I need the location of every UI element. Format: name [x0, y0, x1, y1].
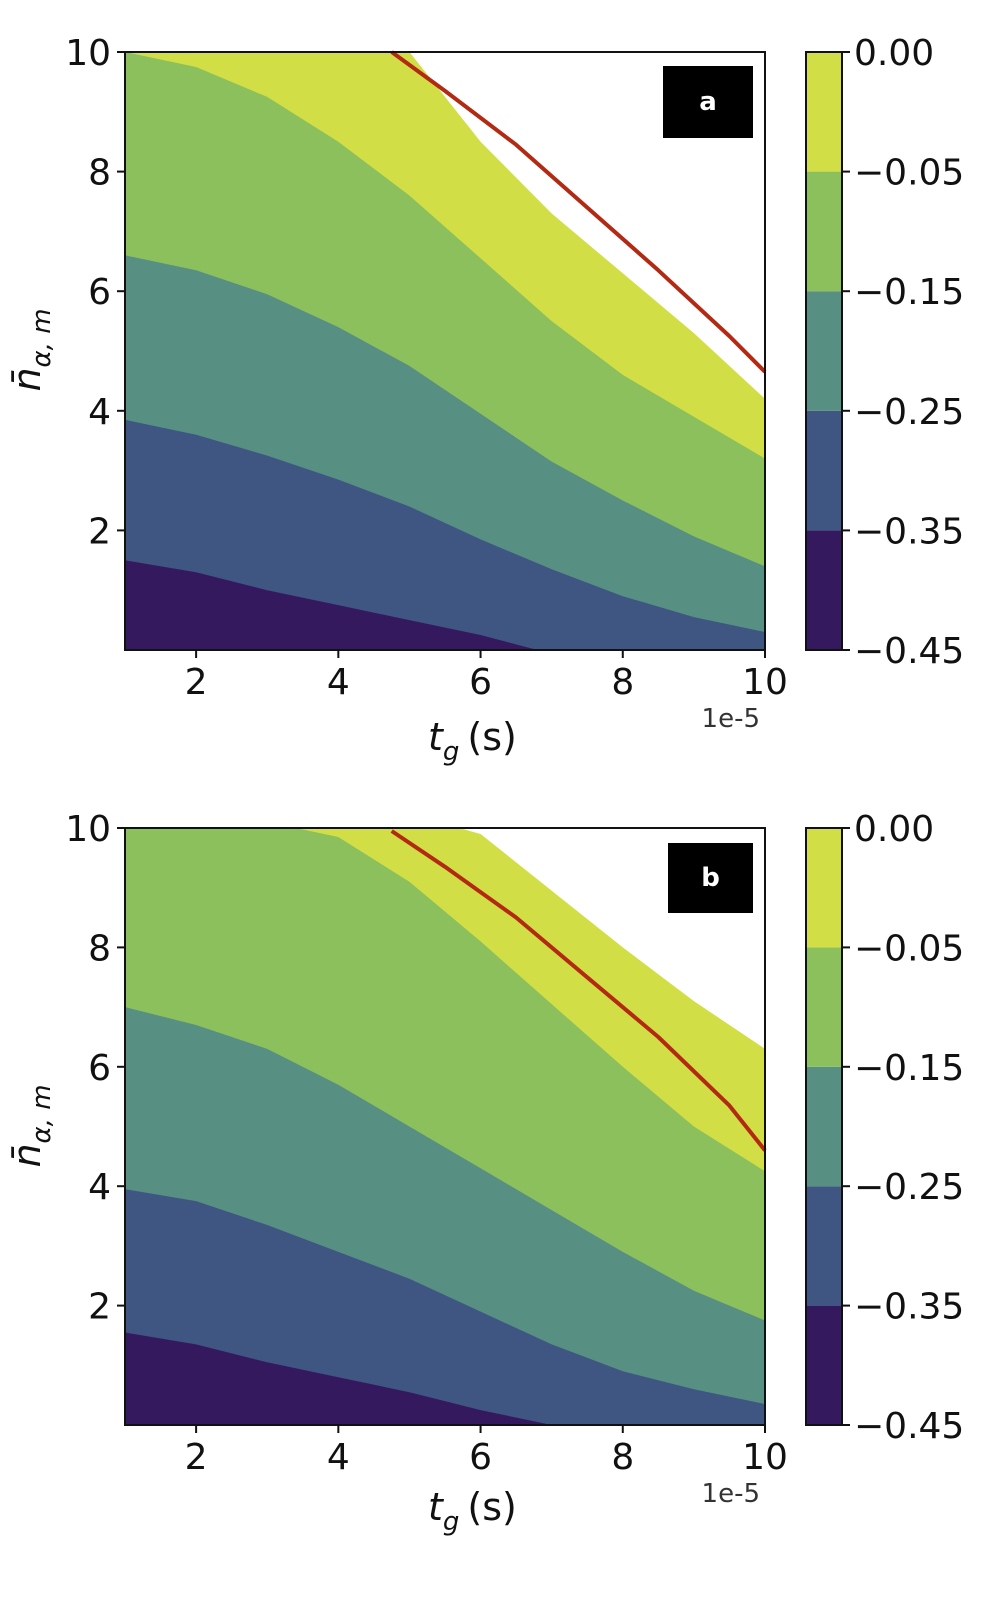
panel-a-colorbar-band-1 [806, 410, 842, 531]
panel-b-colorbar-label-0: 0.00 [854, 809, 934, 850]
panel-a-colorbar-band-4 [806, 52, 842, 172]
panel-b-red-boundary-line [390, 829, 767, 1152]
panel-a-colorbar-label-2: −0.15 [854, 272, 964, 313]
panel-b-x-label-unit: (s) [467, 1485, 516, 1529]
panel-a-x-tick-label-4: 4 [327, 662, 350, 703]
panel-b-y-tick-label-2: 2 [88, 1287, 111, 1328]
panel-a-x-label-subscript: g [443, 737, 460, 767]
panel-a-band-1 [125, 52, 765, 650]
panel-a-y-tick-label-10: 10 [65, 33, 111, 74]
panel-b-tag-label: b [701, 863, 720, 893]
panel-b-contour-fills [125, 828, 765, 1425]
panel-a-y-tick-label-2: 2 [88, 511, 111, 552]
panel-a-y-tick-label-4: 4 [88, 392, 111, 433]
panel-a-tag-label: a [699, 87, 717, 117]
panel-a-band-0 [125, 52, 765, 650]
panel-a-tag: a [663, 66, 753, 138]
panel-a-y-axis-title: n̄α, m [5, 308, 57, 391]
panel-a-colorbar-band-0 [806, 530, 842, 650]
panel-b-band-1 [125, 828, 765, 1425]
panel-b-colorbar-label-3: −0.25 [854, 1167, 964, 1208]
panel-a-colorbar-label-0: 0.00 [854, 33, 934, 74]
panel-b-colorbar-label-1: −0.05 [854, 928, 964, 969]
panel-b-colorbar-label-5: −0.45 [854, 1406, 964, 1447]
panel-b-x-label: tg (s) [428, 1485, 517, 1537]
panel-a-colorbar-label-1: −0.05 [854, 153, 964, 194]
panel-a-colorbar-frame [805, 51, 843, 651]
panel-a-contour-fills [125, 52, 765, 650]
panel-b-colorbar-band-4 [806, 828, 842, 948]
panel-b-y-tick-label-4: 4 [88, 1167, 111, 1208]
panel-b-y-label: n̄α, m [5, 1084, 57, 1167]
panel-a-y-tick-label-8: 8 [88, 153, 111, 194]
panel-a-x-label-main: t [428, 715, 445, 759]
panel-b-colorbar-band-1 [806, 1186, 842, 1306]
panel-a-x-tick-label-10: 10 [742, 662, 788, 703]
panel-b-colorbar-band-0 [806, 1305, 842, 1425]
panel-b-colorbar-label-2: −0.15 [854, 1048, 964, 1089]
panel-b-x-tick-label-2: 2 [185, 1437, 208, 1478]
panel-b-x-label-subscript: g [443, 1507, 460, 1537]
panel-b-axis-ticks: 2 4 6 8 10 2 4 6 8 10 [65, 809, 788, 1478]
panel-b-x-tick-label-6: 6 [469, 1437, 492, 1478]
panel-b-x-tick-label-8: 8 [611, 1437, 634, 1478]
panel-b-y-tick-label-6: 6 [88, 1048, 111, 1089]
panel-b-x-tick-label-4: 4 [327, 1437, 350, 1478]
panel-a-y-label-main: n̄ [5, 367, 49, 391]
panel-b-y-label-main: n̄ [5, 1143, 49, 1167]
panel-b-plot-frame [124, 827, 766, 1426]
panel-b-x-tick-label-10: 10 [742, 1437, 788, 1478]
panel-b-colorbar: 0.00 −0.05 −0.15 −0.25 −0.35 −0.45 [805, 809, 964, 1447]
panel-a-y-label: n̄α, m [5, 308, 57, 391]
panel-a: 2 4 6 8 10 2 4 6 8 10 a tg (s) 1e-5 n̄α, m 0.00 −0.… [5, 33, 964, 767]
panel-b-x-offset-label: 1e-5 [702, 1479, 760, 1509]
panel-b-y-axis-title: n̄α, m [5, 1084, 57, 1167]
panel-a-tag-background [663, 66, 753, 138]
panel-b-tag: b [668, 843, 753, 913]
panel-b: 2 4 6 8 10 2 4 6 8 10 b tg (s) 1e-5 n̄α, m 0.00 −0.… [5, 809, 964, 1537]
panel-a-y-tick-label-6: 6 [88, 272, 111, 313]
panel-b-colorbar-frame [805, 827, 843, 1426]
panel-a-plot-frame [124, 51, 766, 651]
panel-b-y-tick-label-8: 8 [88, 928, 111, 969]
panel-b-colorbar-band-3 [806, 947, 842, 1067]
panel-a-x-offset-label: 1e-5 [702, 704, 760, 734]
panel-a-x-tick-label-6: 6 [469, 662, 492, 703]
panel-b-x-axis-title: tg (s) [428, 1485, 517, 1537]
panel-b-colorbar-band-2 [806, 1066, 842, 1187]
panel-b-tag-background [668, 843, 753, 913]
panel-a-x-axis-title: tg (s) [428, 715, 517, 767]
panel-a-colorbar-label-3: −0.25 [854, 392, 964, 433]
panel-b-red-line [390, 829, 767, 1152]
panel-a-x-tick-label-8: 8 [611, 662, 634, 703]
panel-b-band-0 [125, 828, 765, 1425]
panel-b-colorbar-label-4: −0.35 [854, 1287, 964, 1328]
panel-b-x-label-main: t [428, 1485, 445, 1529]
panel-a-x-label: tg (s) [428, 715, 517, 767]
panel-a-red-line [390, 50, 767, 374]
panel-a-axis-ticks: 2 4 6 8 10 2 4 6 8 10 [65, 33, 788, 703]
panel-a-red-boundary-line [390, 50, 767, 374]
panel-b-y-label-subscript: α, m [27, 1084, 57, 1143]
panel-a-y-label-subscript: α, m [27, 308, 57, 367]
panel-a-x-tick-label-2: 2 [185, 662, 208, 703]
panel-a-colorbar: 0.00 −0.05 −0.15 −0.25 −0.35 −0.45 [805, 33, 964, 672]
panel-a-x-label-unit: (s) [467, 715, 516, 759]
panel-a-colorbar-label-5: −0.45 [854, 631, 964, 672]
panel-b-y-tick-label-10: 10 [65, 809, 111, 850]
panel-a-colorbar-band-2 [806, 291, 842, 411]
panel-a-colorbar-band-3 [806, 171, 842, 292]
panel-a-colorbar-label-4: −0.35 [854, 511, 964, 552]
